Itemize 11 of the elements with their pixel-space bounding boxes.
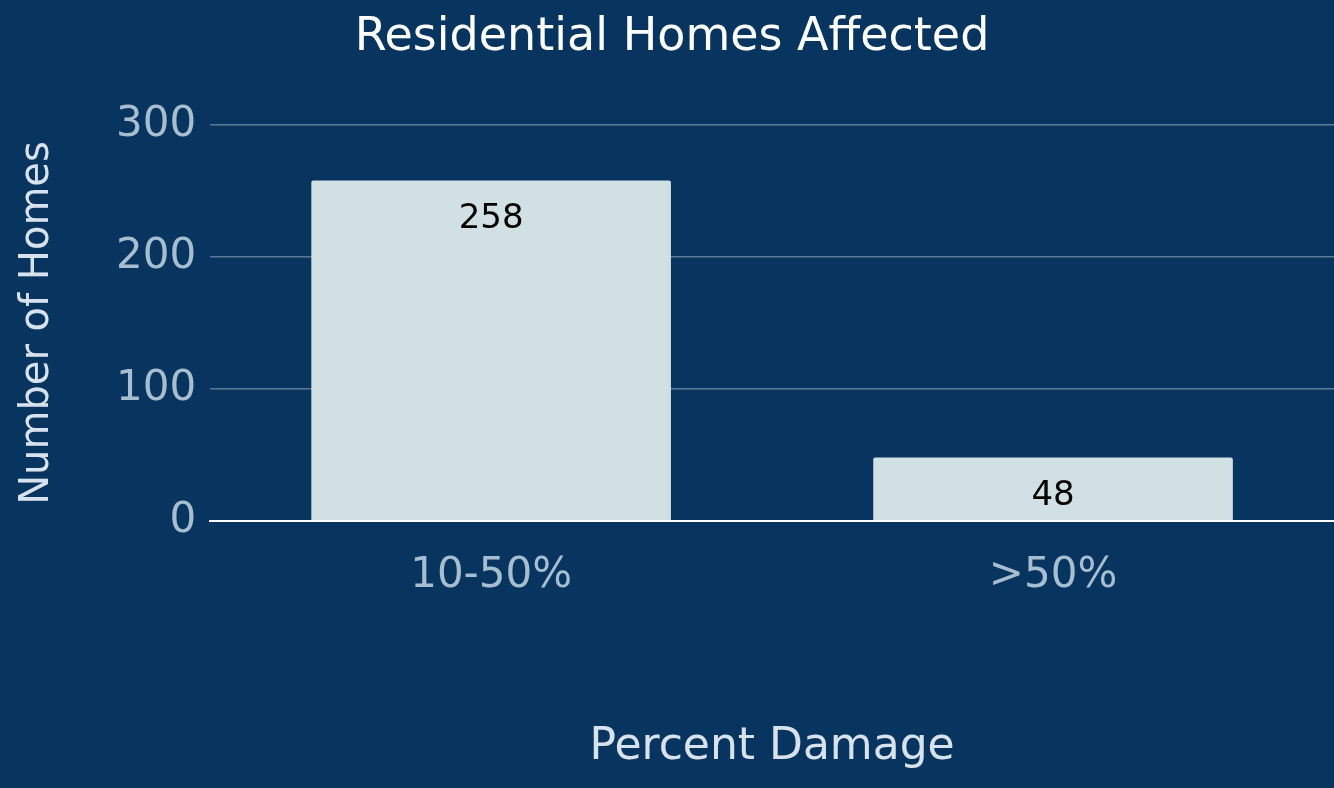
data-label: 258 [458, 196, 524, 237]
y-tick-label: 300 [115, 97, 197, 147]
data-label: 48 [1031, 473, 1075, 514]
y-tick-label: 0 [169, 492, 197, 542]
x-axis-title: Percent Damage [589, 718, 955, 770]
x-tick-label: >50% [988, 547, 1118, 597]
y-tick-label: 100 [115, 360, 197, 410]
y-axis-title: Number of Homes [11, 141, 58, 505]
chart-title: Residential Homes Affected [354, 6, 990, 61]
y-tick-label: 200 [115, 228, 197, 278]
x-tick-label: 10-50% [410, 547, 573, 597]
